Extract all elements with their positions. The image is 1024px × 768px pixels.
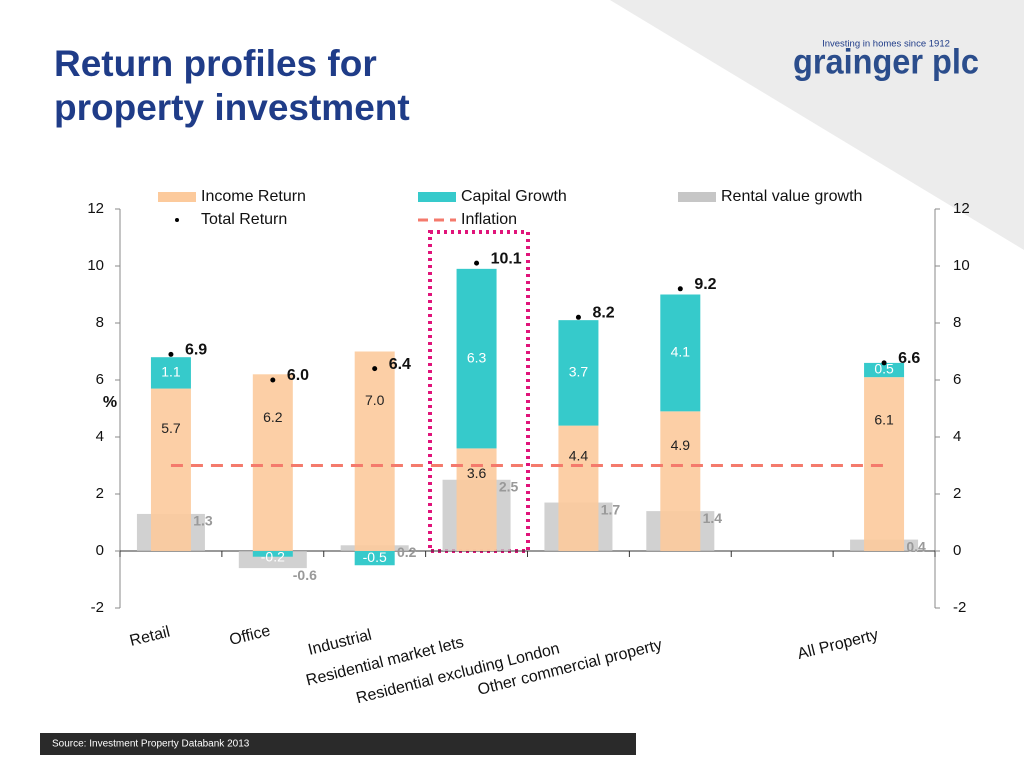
capital-bar [864, 362, 905, 378]
capital-label: -0.5 [363, 549, 387, 565]
y-tick-label: 2 [96, 485, 104, 502]
total-return-label: 6.6 [898, 350, 920, 367]
capital-bar [252, 551, 293, 557]
rental-label: -0.6 [293, 567, 317, 583]
total-return-dot [575, 314, 581, 320]
income-bar [252, 374, 293, 551]
income-label: 5.7 [161, 420, 181, 436]
total-return-dot [677, 286, 683, 292]
y-axis-label: % [103, 394, 117, 411]
legend-swatch [678, 192, 716, 202]
y-tick-label: 10 [87, 257, 104, 274]
legend-label: Rental value growth [721, 188, 862, 205]
y2-tick-label: 2 [953, 485, 961, 502]
y-tick-label: 12 [87, 200, 104, 217]
source-bar [40, 733, 636, 755]
y2-tick-label: -2 [953, 599, 966, 616]
x-tick-label: Retail [128, 624, 172, 650]
total-return-dot [168, 351, 174, 357]
y-tick-label: 8 [96, 314, 104, 331]
y2-tick-label: 4 [953, 428, 961, 445]
capital-label: 1.1 [161, 364, 181, 380]
income-label: 4.9 [671, 437, 691, 453]
income-label: 4.4 [569, 448, 589, 464]
rental-label: 1.3 [193, 513, 213, 529]
income-label: 6.1 [874, 411, 894, 427]
capital-bar [456, 268, 497, 449]
total-return-dot [881, 360, 887, 366]
income-label: 3.6 [467, 465, 487, 481]
y-tick-label: 6 [96, 371, 104, 388]
legend-swatch [158, 192, 196, 202]
title: Return profiles for property investment [54, 43, 410, 128]
legend-label: Inflation [461, 211, 517, 228]
capital-bar [558, 320, 599, 426]
capital-label: 6.3 [467, 349, 487, 365]
highlight-box [428, 230, 530, 553]
capital-label: 4.1 [671, 344, 691, 360]
x-tick-label: Office [228, 622, 272, 649]
income-bar [354, 351, 395, 551]
legend-swatch [418, 192, 456, 202]
total-return-label: 6.9 [185, 342, 207, 359]
total-return-label: 6.4 [389, 356, 411, 373]
y2-tick-label: 12 [953, 200, 970, 217]
rental-label: 0.4 [906, 538, 926, 554]
y2-tick-label: 10 [953, 257, 970, 274]
income-bar [150, 388, 191, 551]
source: Source: Investment Property Databank 201… [52, 739, 250, 750]
income-label: 6.2 [263, 409, 283, 425]
total-return-dot [270, 377, 276, 383]
y-tick-label: 4 [96, 428, 104, 445]
total-return-label: 6.0 [287, 367, 309, 384]
capital-bar [354, 551, 395, 566]
income-bar [864, 377, 905, 551]
capital-label: 0.5 [874, 361, 894, 377]
y2-tick-label: 8 [953, 314, 961, 331]
rental-label: 0.2 [397, 544, 417, 560]
total-return-label: 8.2 [592, 305, 614, 322]
rental-label: 2.5 [499, 478, 519, 494]
logo-name: grainger plc [793, 42, 979, 81]
y2-tick-label: 6 [953, 371, 961, 388]
y2-tick-label: 0 [953, 542, 961, 559]
background-shape [610, 0, 1024, 250]
total-return-dot [474, 260, 480, 266]
logo-tagline: Investing in homes since 1912 [822, 39, 950, 50]
legend-label: Capital Growth [461, 188, 567, 205]
total-return-label: 10.1 [491, 250, 522, 267]
capital-bar [660, 294, 701, 412]
legend-swatch [175, 218, 179, 222]
y-tick-label: -2 [91, 599, 104, 616]
rental-label: 1.4 [703, 510, 723, 526]
capital-label: -0.2 [261, 549, 285, 565]
capital-label: 3.7 [569, 364, 589, 380]
rental-label: 1.7 [601, 501, 621, 517]
y-tick-label: 0 [96, 542, 104, 559]
capital-bar [150, 357, 191, 389]
income-bar [660, 411, 701, 551]
income-label: 7.0 [365, 392, 385, 408]
legend-label: Income Return [201, 188, 306, 205]
legend-label: Total Return [201, 211, 287, 228]
x-tick-label: Industrial [306, 627, 373, 659]
income-bar [558, 425, 599, 551]
x-tick-label: All Property [796, 626, 880, 663]
total-return-dot [372, 366, 378, 372]
total-return-label: 9.2 [694, 276, 716, 293]
